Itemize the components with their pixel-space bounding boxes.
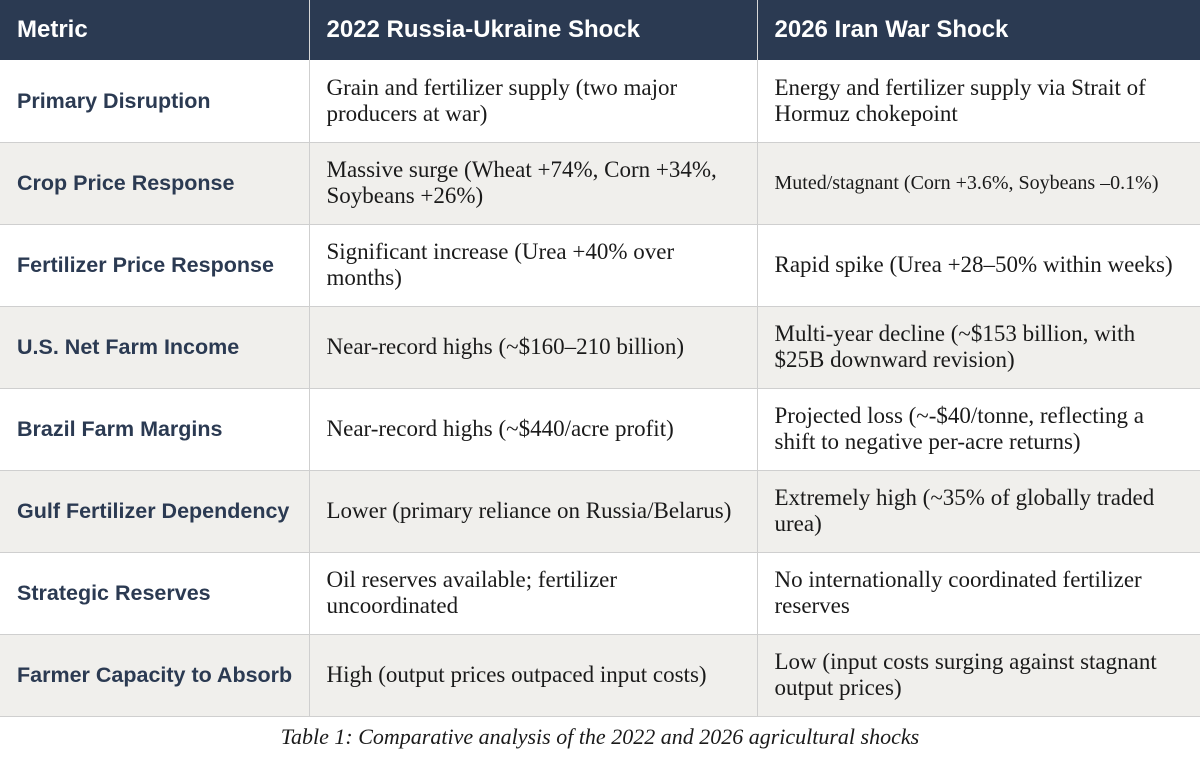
shock-2026-cell: No internationally coordinated fertilize… <box>757 552 1200 635</box>
shock-2026-cell: Rapid spike (Urea +28–50% within weeks) <box>757 224 1200 307</box>
header-metric: Metric <box>0 0 310 60</box>
shock-2026-cell: Multi-year decline (~$153 billion, with … <box>757 306 1200 389</box>
shock-2026-cell: Energy and fertilizer supply via Strait … <box>757 60 1200 143</box>
comparison-table: Metric 2022 Russia-Ukraine Shock 2026 Ir… <box>0 0 1200 717</box>
table-row: Primary Disruption Grain and fertilizer … <box>0 60 1200 143</box>
metric-cell: Gulf Fertilizer Dependency <box>0 470 310 553</box>
table-row: Gulf Fertilizer Dependency Lower (primar… <box>0 470 1200 553</box>
shock-2026-cell: Projected loss (~-$40/tonne, reflecting … <box>757 388 1200 471</box>
metric-cell: Farmer Capacity to Absorb <box>0 634 310 717</box>
metric-cell: Strategic Reserves <box>0 552 310 635</box>
metric-cell: Brazil Farm Margins <box>0 388 310 471</box>
shock-2022-cell: Lower (primary reliance on Russia/Belaru… <box>309 470 758 553</box>
metric-cell: Crop Price Response <box>0 142 310 225</box>
table-caption: Table 1: Comparative analysis of the 202… <box>280 724 920 749</box>
table-row: Farmer Capacity to Absorb High (output p… <box>0 634 1200 717</box>
table-row: Strategic Reserves Oil reserves availabl… <box>0 552 1200 635</box>
shock-2022-cell: Massive surge (Wheat +74%, Corn +34%, So… <box>309 142 758 225</box>
shock-2022-cell: Oil reserves available; fertilizer uncoo… <box>309 552 758 635</box>
metric-cell: Primary Disruption <box>0 60 310 143</box>
table-body: Primary Disruption Grain and fertilizer … <box>0 60 1200 717</box>
shock-2022-cell: Significant increase (Urea +40% over mon… <box>309 224 758 307</box>
table-row: Brazil Farm Margins Near-record highs (~… <box>0 388 1200 471</box>
table-header: Metric 2022 Russia-Ukraine Shock 2026 Ir… <box>0 0 1200 60</box>
shock-2026-cell: Extremely high (~35% of globally traded … <box>757 470 1200 553</box>
metric-cell: U.S. Net Farm Income <box>0 306 310 389</box>
header-2022-shock: 2022 Russia-Ukraine Shock <box>309 0 758 60</box>
shock-2022-cell: Grain and fertilizer supply (two major p… <box>309 60 758 143</box>
header-2026-shock: 2026 Iran War Shock <box>757 0 1200 60</box>
header-row: Metric 2022 Russia-Ukraine Shock 2026 Ir… <box>0 0 1200 60</box>
metric-cell: Fertilizer Price Response <box>0 224 310 307</box>
shock-2026-cell: Low (input costs surging against stagnan… <box>757 634 1200 717</box>
table-row: U.S. Net Farm Income Near-record highs (… <box>0 306 1200 389</box>
table-row: Crop Price Response Massive surge (Wheat… <box>0 142 1200 225</box>
shock-2022-cell: Near-record highs (~$160–210 billion) <box>309 306 758 389</box>
shock-2026-cell: Muted/stagnant (Corn +3.6%, Soybeans –0.… <box>757 142 1200 225</box>
shock-2022-cell: Near-record highs (~$440/acre profit) <box>309 388 758 471</box>
table-row: Fertilizer Price Response Significant in… <box>0 224 1200 307</box>
shock-2022-cell: High (output prices outpaced input costs… <box>309 634 758 717</box>
